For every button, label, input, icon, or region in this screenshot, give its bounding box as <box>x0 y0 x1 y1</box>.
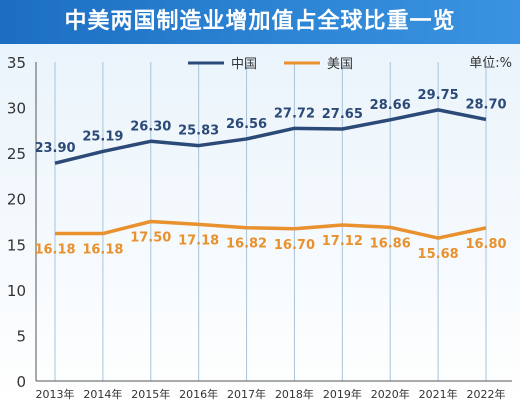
data-label-usa: 16.80 <box>465 237 506 252</box>
data-label-usa: 17.18 <box>178 233 219 248</box>
series-group <box>54 108 487 240</box>
data-label-usa: 17.12 <box>322 234 363 249</box>
data-label-china: 26.30 <box>130 119 171 134</box>
data-label-china: 23.90 <box>34 141 75 156</box>
y-tick-label: 15 <box>7 236 26 254</box>
data-label-usa: 16.86 <box>370 236 411 251</box>
data-label-china: 25.19 <box>82 129 123 144</box>
y-tick-label: 35 <box>7 54 26 72</box>
legend-label-usa: 美国 <box>327 57 353 72</box>
x-tick-label: 2015年 <box>131 387 170 401</box>
data-label-china: 29.75 <box>418 88 459 103</box>
data-label-china: 25.83 <box>178 124 219 139</box>
data-label-usa: 15.68 <box>418 247 459 262</box>
axes <box>35 62 512 382</box>
y-tick-label: 5 <box>16 327 26 345</box>
x-tick-label: 2017年 <box>227 387 266 401</box>
data-label-china: 27.72 <box>274 106 315 121</box>
y-tick-label: 25 <box>7 145 26 163</box>
x-tick-label: 2014年 <box>83 387 122 401</box>
x-tick-label: 2016年 <box>179 387 218 401</box>
title-bar <box>0 0 520 44</box>
y-tick-labels: 0 5 10 15 20 25 30 35 <box>7 54 26 391</box>
data-label-usa: 16.18 <box>82 243 123 258</box>
legend: 中国 美国 <box>188 57 353 72</box>
unit-label: 单位:% <box>469 56 512 71</box>
x-tick-label: 2019年 <box>323 387 362 401</box>
x-tick-labels: 2013年 2014年 2015年 2016年 2017年 2018年 2019年 2020年… <box>36 387 506 401</box>
series-line-usa <box>55 219 487 240</box>
data-label-usa: 16.18 <box>34 243 75 258</box>
data-labels-group: 23.90 25.19 26.30 25.83 26.56 27.72 27.65 28.66… <box>34 88 506 262</box>
data-label-china: 28.66 <box>370 98 411 113</box>
data-label-china: 27.65 <box>322 107 363 122</box>
data-label-usa: 17.50 <box>130 231 171 246</box>
data-label-usa: 16.70 <box>274 238 315 253</box>
legend-label-china: 中国 <box>231 57 257 72</box>
chart-title: 中美两国制造业增加值占全球比重一览 <box>64 9 456 34</box>
x-tick-label: 2021年 <box>419 387 458 401</box>
data-label-usa: 16.82 <box>226 237 267 252</box>
grid-lines <box>54 62 487 381</box>
x-tick-label: 2020年 <box>371 387 410 401</box>
y-tick-label: 10 <box>7 282 26 300</box>
x-tick-label: 2018年 <box>275 387 314 401</box>
series-line-china <box>54 108 487 165</box>
data-label-china: 26.56 <box>226 117 267 132</box>
x-tick-label: 2013年 <box>36 387 75 401</box>
data-label-china: 28.70 <box>465 97 506 112</box>
y-tick-label: 20 <box>7 191 26 209</box>
x-tick-label: 2022年 <box>467 387 506 401</box>
y-tick-label: 30 <box>7 100 26 118</box>
y-tick-label: 0 <box>16 373 26 391</box>
